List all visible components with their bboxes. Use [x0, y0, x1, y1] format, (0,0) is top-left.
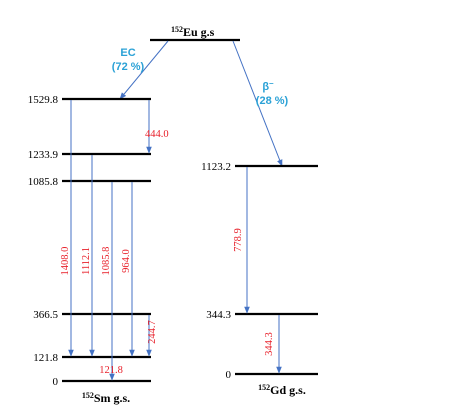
gamma-energy-label: 1085.8	[101, 247, 112, 276]
gd-level-label: 0	[226, 369, 232, 381]
gamma-energy-label: 1112.1	[81, 247, 92, 275]
beta-label: β–	[262, 79, 274, 93]
sm-level-label: 366.5	[33, 309, 58, 321]
gd-level-label: 1123.2	[201, 161, 231, 173]
sm-level-label: 1529.8	[28, 94, 59, 106]
ec-decay-arrow	[119, 40, 169, 100]
sm-level-label: 121.8	[33, 352, 58, 364]
ec-label: EC	[120, 47, 135, 59]
gamma-energy-label: 964.0	[121, 249, 132, 273]
ec-branching: (72 %)	[112, 61, 145, 73]
gamma-energy-label: 444.0	[145, 129, 169, 140]
beta-decay-arrow	[232, 40, 283, 167]
beta-branching: (28 %)	[256, 95, 289, 107]
gd-ground-state-label: 152Gd g.s.	[258, 383, 306, 397]
gd-level-label: 344.3	[206, 309, 231, 321]
eu-ground-state-label: 152Eu g.s	[171, 25, 215, 39]
sm-level-label: 0	[53, 376, 59, 388]
sm-level-label: 1085.8	[28, 176, 59, 188]
gamma-energy-label: 778.9	[233, 228, 244, 252]
gamma-energy-label: 121.8	[99, 365, 123, 376]
gamma-energy-label: 344.3	[264, 332, 275, 356]
gamma-energy-label: 1408.0	[60, 247, 71, 276]
sm-level-label: 1233.9	[28, 149, 59, 161]
gamma-energy-label: 244.7	[147, 320, 158, 344]
sm-ground-state-label: 152Sm g.s.	[82, 391, 130, 405]
